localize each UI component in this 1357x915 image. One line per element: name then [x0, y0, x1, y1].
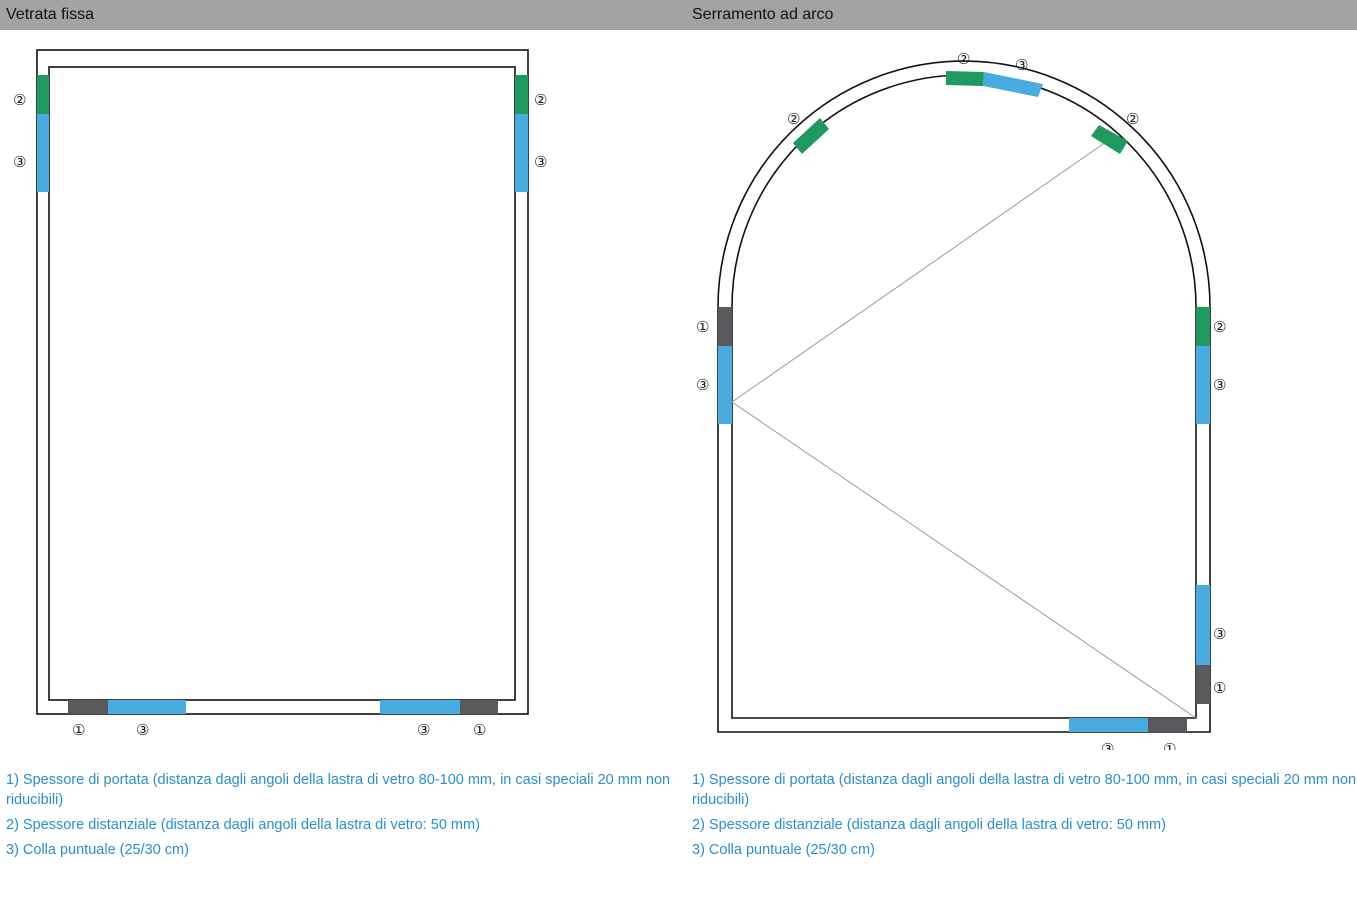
panel-title-arched-window: Serramento ad arco: [686, 0, 1357, 30]
marker-label: ②: [1213, 318, 1226, 336]
marker-label: ②: [13, 91, 26, 109]
marker-label: ③: [696, 376, 709, 394]
marker-label: ②: [1126, 110, 1139, 128]
marker-label: ①: [696, 318, 709, 336]
legend-item-spacer-pad: 2) Spessore distanziale (distanza dagli …: [6, 815, 676, 835]
glue-dot: [37, 114, 49, 192]
construction-line: [732, 402, 1196, 718]
marker-label: ③: [1101, 740, 1114, 750]
bearing-pad: [718, 307, 732, 346]
glue-dot: [983, 72, 1043, 97]
bearing-pad: [460, 700, 498, 714]
marker-label: ②: [787, 110, 800, 128]
marker-label: ③: [534, 153, 547, 171]
spacer-pad: [515, 75, 528, 114]
bearing-pad: [1196, 665, 1210, 704]
marker-label: ③: [417, 721, 430, 739]
marker-label: ③: [1015, 56, 1028, 74]
marker-label: ③: [136, 721, 149, 739]
legend-item-bearing-pad: 1) Spessore di portata (distanza dagli a…: [692, 770, 1357, 810]
panel-fixed-glazing: Vetrata fissa ② ③ ② ③ ① ③ ③ ① 1) Spessor…: [0, 0, 686, 915]
panel-arched-window: Serramento ad arco ② ③ ② ② ① ③ ② ③ ③: [686, 0, 1357, 915]
glue-dot: [718, 346, 732, 424]
outer-frame: [718, 61, 1210, 732]
arched-window-diagram: ② ③ ② ② ① ③ ② ③ ③ ① ③ ①: [686, 30, 1357, 750]
glue-dot: [515, 114, 528, 192]
glue-dot: [1196, 585, 1210, 665]
glass-pane: [732, 75, 1196, 718]
spacer-pad: [1091, 125, 1128, 154]
marker-label: ①: [473, 721, 486, 739]
bearing-pad: [1148, 718, 1187, 732]
spacer-pad: [37, 75, 49, 114]
fixed-glazing-diagram: ② ③ ② ③ ① ③ ③ ①: [0, 30, 686, 750]
glue-dot: [1196, 346, 1210, 424]
spacer-pad: [1196, 307, 1210, 346]
legend-item-bearing-pad: 1) Spessore di portata (distanza dagli a…: [6, 770, 676, 810]
bearing-pad: [68, 700, 108, 714]
glue-dot: [1069, 718, 1148, 732]
marker-label: ①: [72, 721, 85, 739]
construction-line: [732, 135, 1116, 402]
panel-title-fixed-glazing: Vetrata fissa: [0, 0, 686, 30]
glue-dot: [380, 700, 460, 714]
legend: 1) Spessore di portata (distanza dagli a…: [692, 770, 1357, 865]
marker-label: ③: [1213, 376, 1226, 394]
glass-pane: [49, 67, 515, 700]
marker-label: ②: [534, 91, 547, 109]
legend-item-glue-dot: 3) Colla puntuale (25/30 cm): [6, 840, 676, 860]
spacer-pad: [946, 71, 984, 86]
marker-label: ③: [13, 153, 26, 171]
legend-item-spacer-pad: 2) Spessore distanziale (distanza dagli …: [692, 815, 1357, 835]
legend: 1) Spessore di portata (distanza dagli a…: [6, 770, 676, 865]
marker-label: ③: [1213, 625, 1226, 643]
outer-frame: [37, 50, 528, 714]
marker-label: ②: [957, 50, 970, 68]
glue-dot: [108, 700, 186, 714]
marker-label: ①: [1163, 740, 1176, 750]
legend-item-glue-dot: 3) Colla puntuale (25/30 cm): [692, 840, 1357, 860]
marker-label: ①: [1213, 679, 1226, 697]
